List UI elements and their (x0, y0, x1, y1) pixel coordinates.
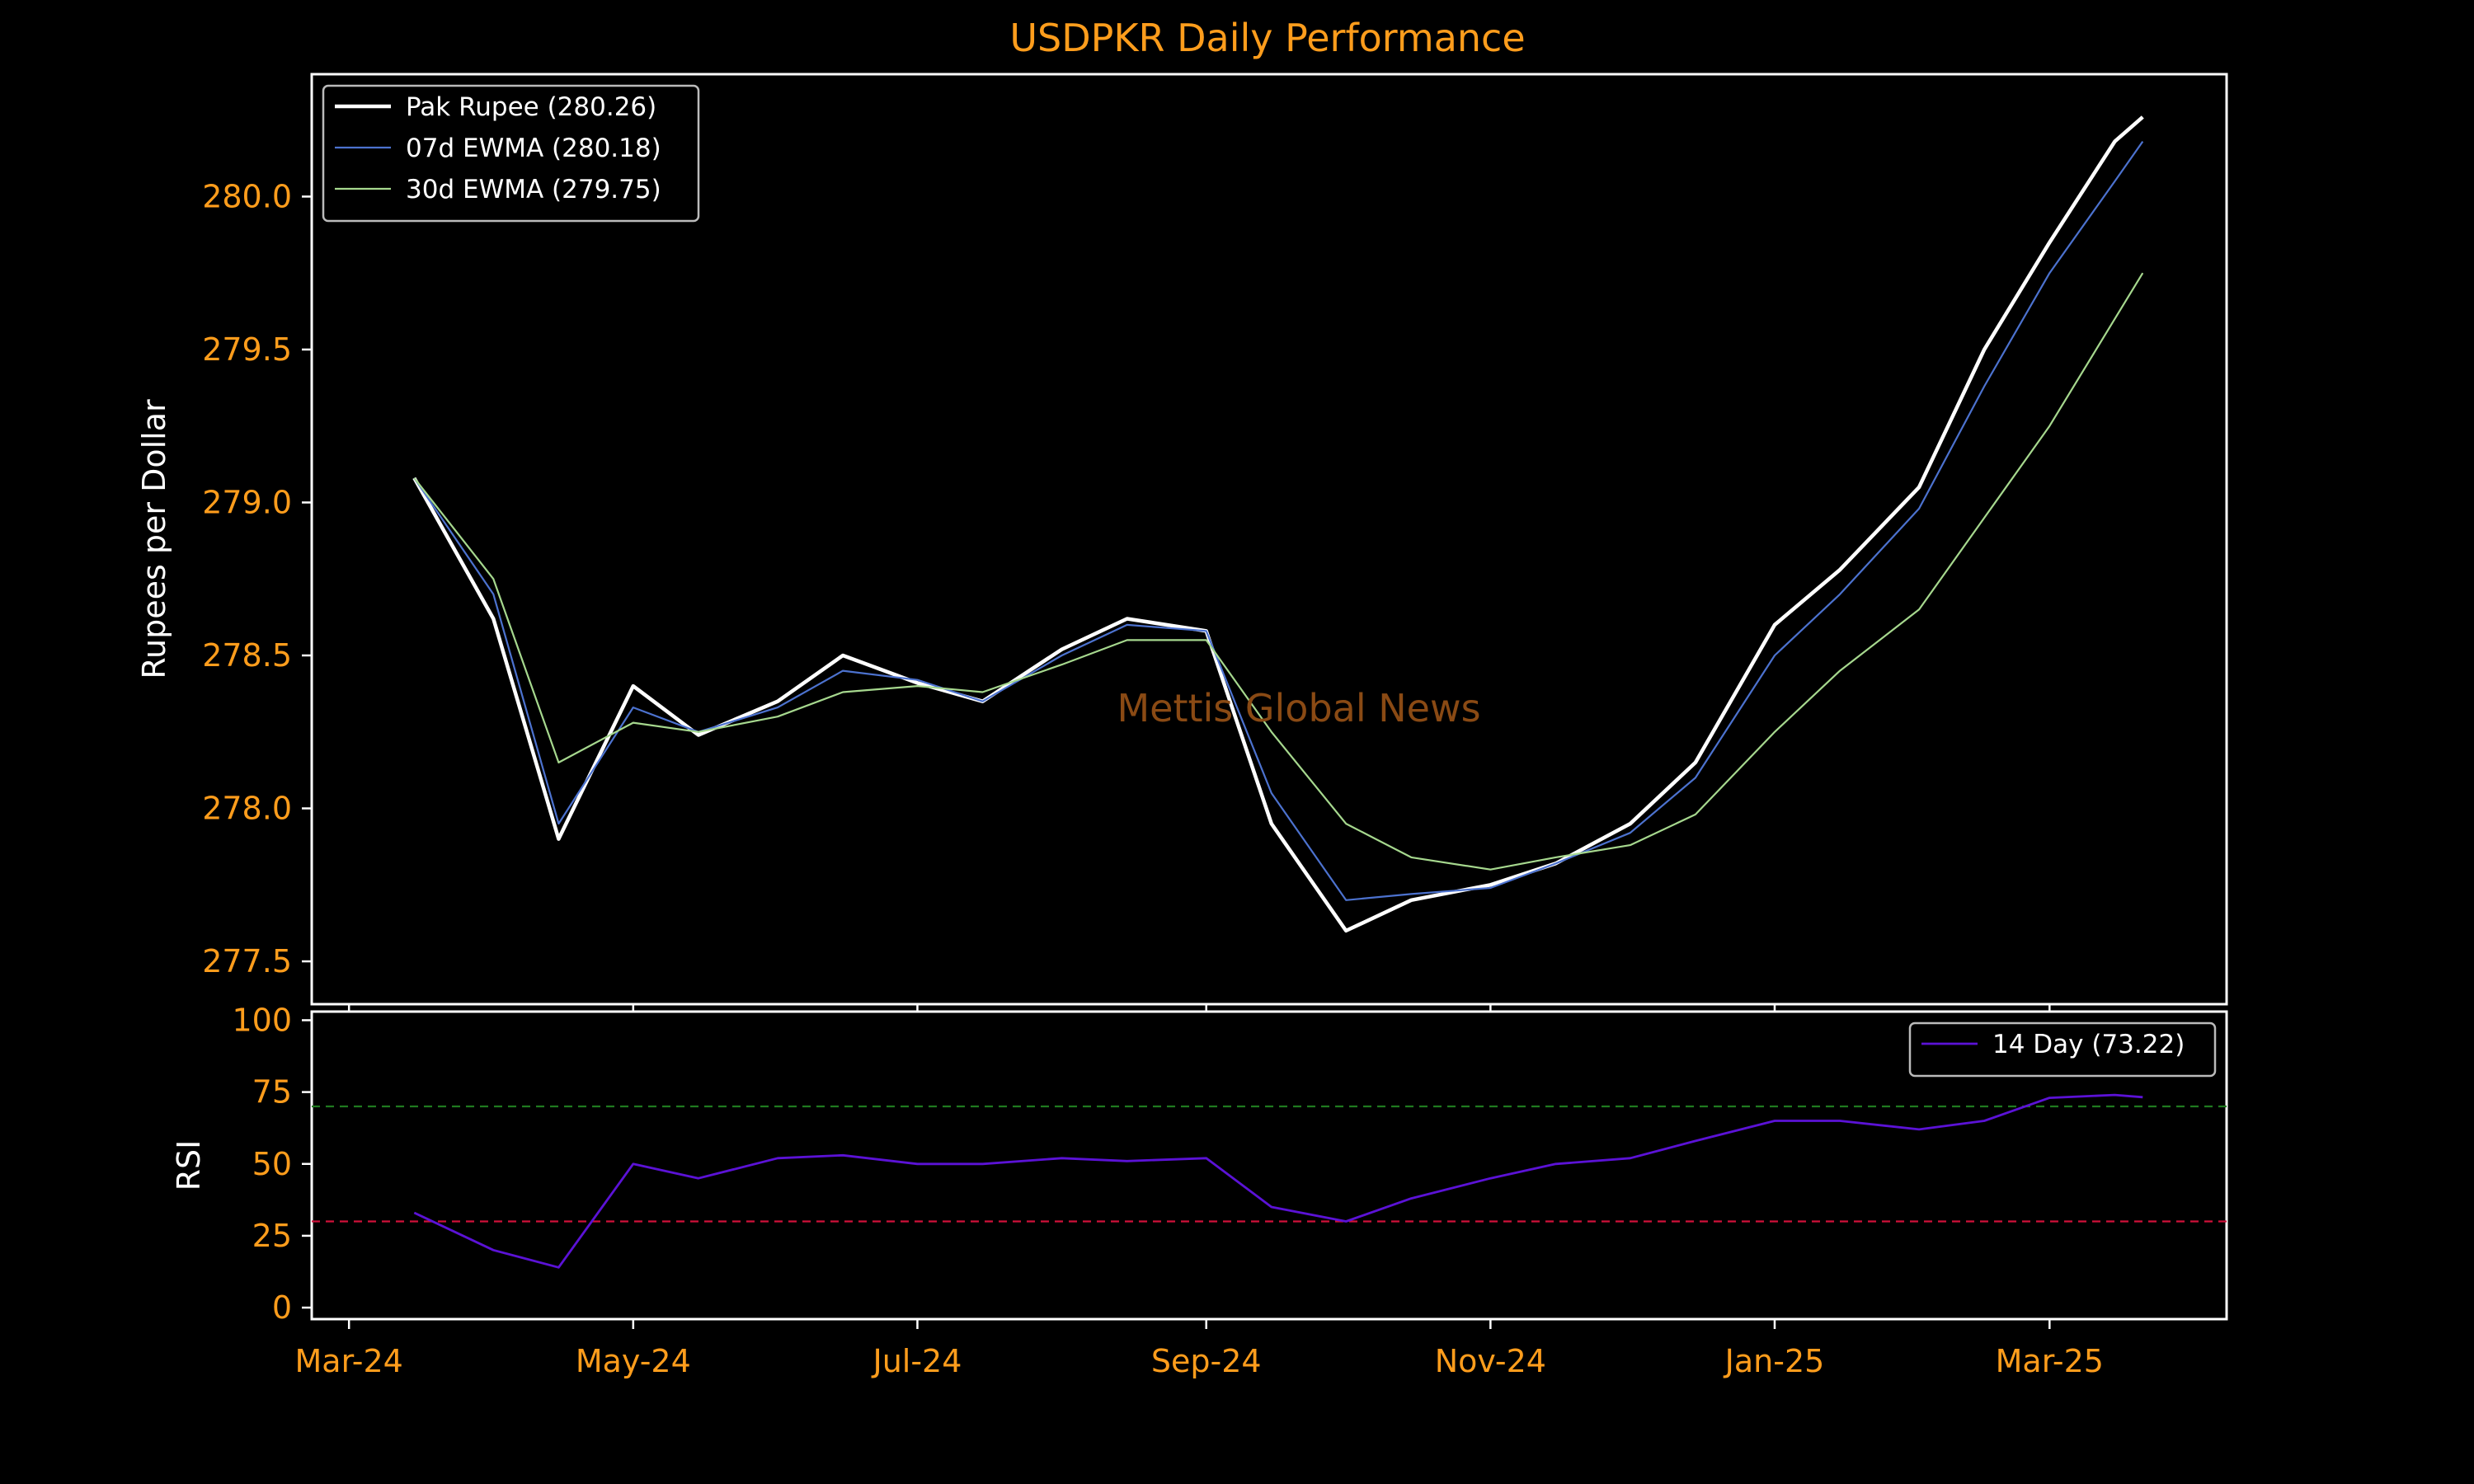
y-tick-label: 280.0 (202, 178, 292, 214)
series-line (413, 1093, 2143, 1269)
legend-label: Pak Rupee (280.26) (406, 92, 656, 122)
chart-title: USDPKR Daily Performance (1009, 16, 1525, 60)
legend-label: 07d EWMA (280.18) (406, 134, 661, 163)
x-tick-label: Jul-24 (871, 1343, 962, 1379)
y-tick-label: 279.5 (202, 331, 292, 368)
legend-box (322, 84, 700, 223)
y-tick-label: 279.0 (202, 484, 292, 520)
y-tick-label: 100 (232, 1002, 292, 1038)
series-line (413, 272, 2144, 871)
y-tick-label: 25 (252, 1218, 292, 1254)
x-tick-label: May-24 (576, 1343, 691, 1379)
price-panel: 277.5 278.0 278.5 279.0 279.5 280.0 Rupees per… (136, 73, 2228, 1014)
legend-label: 14 Day (73.22) (1992, 1030, 2185, 1059)
y-tick-label: 0 (272, 1289, 292, 1326)
legend-box (1908, 1021, 2217, 1078)
x-tick-label: Jan-25 (1724, 1343, 1825, 1379)
y-tick-label: 278.0 (202, 791, 292, 827)
y-tick-label: 277.5 (202, 943, 292, 979)
x-tick-label: Mar-25 (1996, 1343, 2104, 1379)
x-tick-label: Nov-24 (1435, 1343, 1546, 1379)
y-tick-label: 50 (252, 1146, 292, 1182)
x-tick-label: Mar-24 (295, 1343, 403, 1379)
legend-label: 30d EWMA (279.75) (406, 175, 661, 204)
y-tick-label: 278.5 (202, 637, 292, 674)
series-line (413, 140, 2144, 901)
y-tick-label: 75 (252, 1074, 292, 1111)
y-axis-title: Rupees per Dollar (136, 399, 172, 679)
panel-frame (310, 73, 2228, 1006)
x-tick-label: Sep-24 (1151, 1343, 1262, 1379)
rsi-panel: 0 25 50 75 100 Mar-24 May-24 Jul-24 Sep-24 Nov-24… (171, 1002, 2228, 1379)
watermark: Mettis Global News (1117, 686, 1480, 730)
rsi-axis-title: RSI (171, 1140, 207, 1191)
